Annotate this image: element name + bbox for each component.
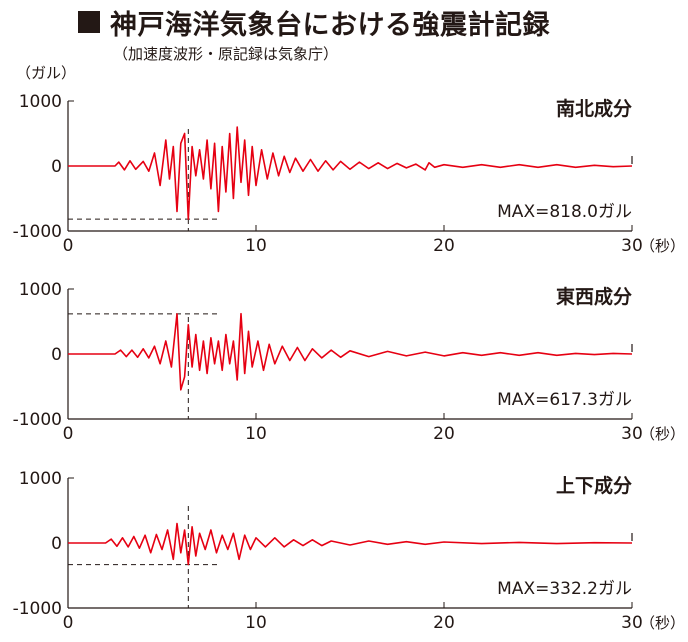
y-tick-label: 1000 bbox=[19, 92, 62, 112]
waveform-trace bbox=[68, 312, 633, 391]
waveform-trace bbox=[68, 126, 633, 220]
max-annotation: MAX=617.3ガル bbox=[497, 390, 632, 410]
y-tick-label: -1000 bbox=[13, 410, 62, 430]
y-tick-label: 0 bbox=[51, 157, 62, 177]
y-unit-label: （ガル） bbox=[16, 64, 76, 82]
x-unit-label: （秒） bbox=[640, 237, 685, 255]
title-square-icon bbox=[78, 11, 100, 33]
x-tick-label: 10 bbox=[245, 613, 267, 633]
y-tick-label: 1000 bbox=[19, 469, 62, 489]
page-title: 神戸海洋気象台における強震計記録 bbox=[110, 9, 550, 41]
x-tick-label: 10 bbox=[245, 424, 267, 444]
x-unit-label: （秒） bbox=[640, 425, 685, 443]
component-title: 東西成分 bbox=[556, 285, 632, 308]
page-subtitle: （加速度波形・原記録は気象庁） bbox=[113, 45, 339, 63]
x-tick-label: 0 bbox=[63, 424, 74, 444]
y-tick-label: 0 bbox=[51, 534, 62, 554]
x-tick-label: 0 bbox=[63, 613, 74, 633]
x-tick-label: 20 bbox=[433, 613, 455, 633]
y-tick-label: -1000 bbox=[13, 599, 62, 619]
y-tick-label: 1000 bbox=[19, 280, 62, 300]
waveform-trace bbox=[68, 522, 633, 566]
component-title: 南北成分 bbox=[556, 97, 632, 120]
x-unit-label: （秒） bbox=[640, 614, 685, 632]
title-row: 神戸海洋気象台における強震計記録 bbox=[78, 4, 550, 41]
x-tick-label: 20 bbox=[433, 236, 455, 256]
x-tick-label: 30 bbox=[621, 236, 643, 256]
max-annotation: MAX=332.2ガル bbox=[497, 579, 632, 599]
max-annotation: MAX=818.0ガル bbox=[497, 202, 632, 222]
x-tick-label: 0 bbox=[63, 236, 74, 256]
x-tick-label: 20 bbox=[433, 424, 455, 444]
y-tick-label: -1000 bbox=[13, 222, 62, 242]
x-tick-label: 30 bbox=[621, 424, 643, 444]
y-tick-label: 0 bbox=[51, 345, 62, 365]
component-title: 上下成分 bbox=[556, 474, 632, 497]
x-tick-label: 10 bbox=[245, 236, 267, 256]
x-tick-label: 30 bbox=[621, 613, 643, 633]
